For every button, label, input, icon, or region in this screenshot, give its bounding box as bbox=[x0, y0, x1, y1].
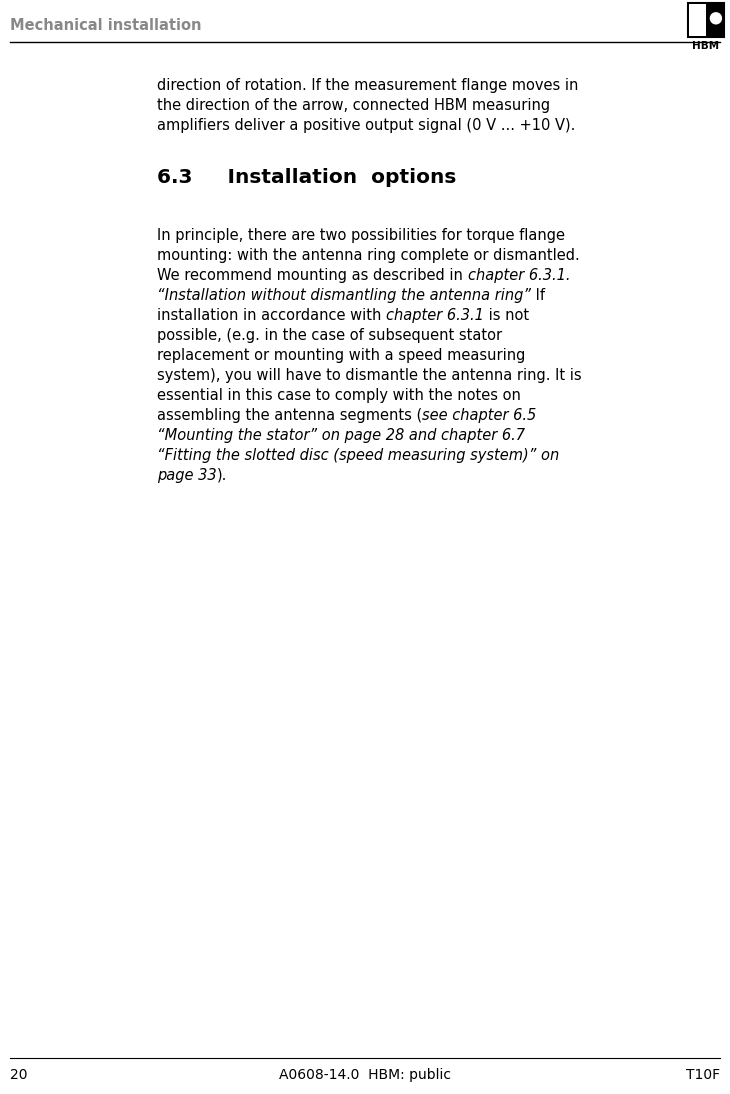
Text: “Mounting the stator” on page 28 and chapter 6.7: “Mounting the stator” on page 28 and cha… bbox=[157, 428, 525, 443]
Bar bbox=[706, 4, 723, 36]
Text: “Fitting the slotted disc (speed measuring system)” on: “Fitting the slotted disc (speed measuri… bbox=[157, 449, 559, 463]
Text: system), you will have to dismantle the antenna ring. It is: system), you will have to dismantle the … bbox=[157, 368, 582, 383]
Text: amplifiers deliver a positive output signal (0 V ... +10 V).: amplifiers deliver a positive output sig… bbox=[157, 118, 575, 133]
Circle shape bbox=[710, 13, 721, 24]
Text: direction of rotation. If the measurement flange moves in: direction of rotation. If the measuremen… bbox=[157, 78, 578, 93]
Text: the direction of the arrow, connected HBM measuring: the direction of the arrow, connected HB… bbox=[157, 98, 550, 113]
Text: If: If bbox=[531, 288, 545, 303]
Text: mounting: with the antenna ring complete or dismantled.: mounting: with the antenna ring complete… bbox=[157, 248, 580, 263]
Bar bbox=[689, 4, 706, 36]
Bar bbox=[688, 3, 724, 37]
Text: “Installation without dismantling the antenna ring”: “Installation without dismantling the an… bbox=[157, 288, 531, 303]
Text: page 33: page 33 bbox=[157, 468, 217, 482]
Text: replacement or mounting with a speed measuring: replacement or mounting with a speed mea… bbox=[157, 348, 526, 363]
Text: A0608-14.0  HBM: public: A0608-14.0 HBM: public bbox=[279, 1068, 451, 1082]
Text: essential in this case to comply with the notes on: essential in this case to comply with th… bbox=[157, 388, 521, 403]
Text: 6.3     Installation  options: 6.3 Installation options bbox=[157, 168, 456, 187]
Text: HBM: HBM bbox=[693, 40, 720, 51]
Text: possible, (e.g. in the case of subsequent stator: possible, (e.g. in the case of subsequen… bbox=[157, 328, 502, 344]
Text: ).: ). bbox=[217, 468, 227, 482]
Text: We recommend mounting as described in: We recommend mounting as described in bbox=[157, 268, 467, 283]
Text: chapter 6.3.1.: chapter 6.3.1. bbox=[467, 268, 570, 283]
Text: In principle, there are two possibilities for torque flange: In principle, there are two possibilitie… bbox=[157, 228, 565, 243]
Text: T10F: T10F bbox=[686, 1068, 720, 1082]
Text: installation in accordance with: installation in accordance with bbox=[157, 309, 386, 323]
Text: assembling the antenna segments (: assembling the antenna segments ( bbox=[157, 408, 422, 423]
Text: 20: 20 bbox=[10, 1068, 28, 1082]
Text: is not: is not bbox=[484, 309, 529, 323]
Text: see chapter 6.5: see chapter 6.5 bbox=[422, 408, 537, 423]
Text: chapter 6.3.1: chapter 6.3.1 bbox=[386, 309, 484, 323]
Text: Mechanical installation: Mechanical installation bbox=[10, 18, 201, 33]
